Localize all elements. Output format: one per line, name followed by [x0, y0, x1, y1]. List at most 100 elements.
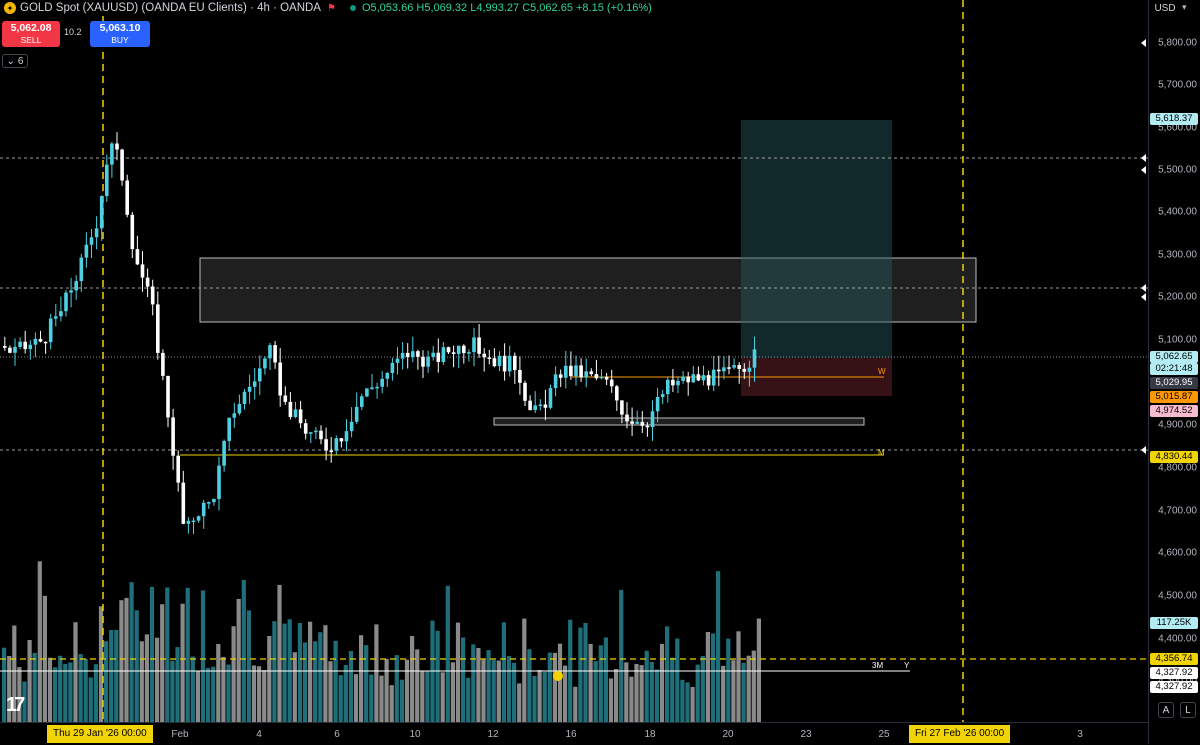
three-month-marker-label: 3M — [872, 661, 884, 670]
event-marker-icon — [553, 671, 563, 681]
volume-bar — [170, 660, 175, 722]
candle-body — [671, 379, 675, 386]
tradingview-logo-icon[interactable]: 17 — [6, 694, 25, 716]
volume-bar — [119, 600, 124, 722]
candle-body — [676, 380, 680, 386]
volume-bar — [374, 624, 379, 722]
candle-body — [314, 430, 318, 433]
candle-body — [436, 352, 441, 362]
candle-body — [655, 397, 660, 412]
candle-body — [140, 264, 145, 278]
time-axis[interactable]: Thu 29 Jan '26 00:00 Fri 27 Feb '26 00:0… — [0, 722, 1148, 745]
candle-body — [130, 214, 135, 250]
volume-bar — [629, 676, 634, 722]
volume-bar — [532, 676, 537, 722]
volume-bar — [206, 667, 211, 722]
price-chart[interactable] — [0, 0, 1148, 722]
volume-bar — [236, 598, 241, 722]
candle-body — [288, 401, 293, 417]
volume-bar — [481, 659, 486, 722]
price-label: 4,830.44 — [1150, 451, 1198, 463]
candle-body — [727, 367, 731, 369]
volume-bar — [338, 675, 343, 722]
volume-bar — [272, 621, 277, 722]
price-tick: 4,700.00 — [1158, 505, 1197, 517]
time-tick: 18 — [644, 729, 656, 740]
market-open-dot-icon — [349, 5, 356, 11]
price-arrow-icon — [1141, 284, 1146, 292]
candle-body — [99, 196, 104, 229]
volume-bar — [353, 674, 359, 722]
price-label: 5,029.95 — [1150, 377, 1198, 389]
volume-bar — [695, 664, 700, 722]
volume-bar — [512, 662, 517, 722]
volume-bar — [415, 649, 420, 722]
time-tick: 3 — [1077, 729, 1083, 740]
buy-button[interactable]: 5,063.10 BUY — [90, 21, 150, 47]
symbol-title[interactable]: GOLD Spot (XAUUSD) (OANDA EU Clients) · … — [20, 2, 321, 14]
volume-bar — [685, 682, 690, 722]
volume-bar — [731, 660, 736, 722]
candle-body — [513, 355, 517, 371]
time-tick: 23 — [800, 729, 812, 740]
chart-area[interactable] — [0, 0, 1148, 722]
price-arrow-icon — [1141, 39, 1146, 47]
candle-body — [742, 368, 747, 372]
volume-bar — [501, 622, 506, 722]
volume-bar — [542, 671, 547, 722]
candle-body — [23, 341, 27, 350]
candle-body — [222, 441, 226, 466]
candle-body — [507, 355, 512, 372]
volume-bar — [155, 637, 160, 722]
candle-body — [467, 352, 471, 354]
volume-bar — [506, 656, 512, 722]
volume-bar — [603, 637, 608, 722]
candle-body — [380, 378, 384, 387]
price-tick: 5,400.00 — [1158, 206, 1197, 218]
volume-bar — [241, 579, 246, 722]
candle-body — [293, 409, 298, 417]
buy-price: 5,063.10 — [99, 22, 141, 34]
candle-body — [635, 421, 639, 424]
candle-body — [732, 365, 736, 368]
price-tick: 4,600.00 — [1158, 547, 1197, 559]
price-tick: 4,800.00 — [1158, 462, 1197, 474]
candle-body — [212, 499, 216, 503]
candle-body — [543, 404, 548, 408]
sell-button[interactable]: 5,062.08 SELL — [2, 21, 60, 47]
candle-body — [278, 362, 282, 396]
auto-scale-button[interactable]: A — [1158, 702, 1174, 718]
volume-bar — [588, 643, 593, 722]
volume-bar — [563, 665, 568, 722]
candle-body — [8, 347, 12, 353]
volume-bar — [348, 651, 353, 722]
volume-bar — [302, 642, 308, 722]
indicators-toggle-button[interactable]: ⌄ 6 — [2, 54, 28, 68]
volume-bar — [537, 670, 542, 722]
log-scale-button[interactable]: L — [1180, 702, 1196, 718]
volume-bar — [420, 670, 425, 722]
price-label: 5,618.37 — [1150, 113, 1198, 125]
volume-bar — [608, 678, 614, 722]
flag-icon[interactable]: ⚑ — [326, 2, 336, 14]
volume-bar — [129, 582, 134, 722]
volume-bar — [573, 686, 578, 722]
volume-bar — [614, 669, 619, 722]
candle-body — [696, 374, 701, 381]
candle-body — [390, 362, 395, 373]
volume-bar — [32, 652, 37, 722]
candle-body — [497, 355, 502, 367]
price-label: 02:21:48 — [1150, 363, 1198, 375]
volume-bar — [109, 630, 114, 722]
candle-body — [324, 439, 328, 451]
volume-bar — [313, 641, 318, 722]
volume-bar — [262, 670, 267, 722]
currency-selector[interactable]: USD — [1154, 2, 1176, 14]
volume-bar — [364, 645, 369, 722]
candle-body — [74, 281, 78, 291]
price-tick: 5,800.00 — [1158, 37, 1197, 49]
volume-bar — [12, 625, 17, 722]
candle-body — [446, 347, 451, 353]
volume-bar — [139, 641, 144, 722]
price-tick: 5,600.00 — [1158, 122, 1197, 134]
